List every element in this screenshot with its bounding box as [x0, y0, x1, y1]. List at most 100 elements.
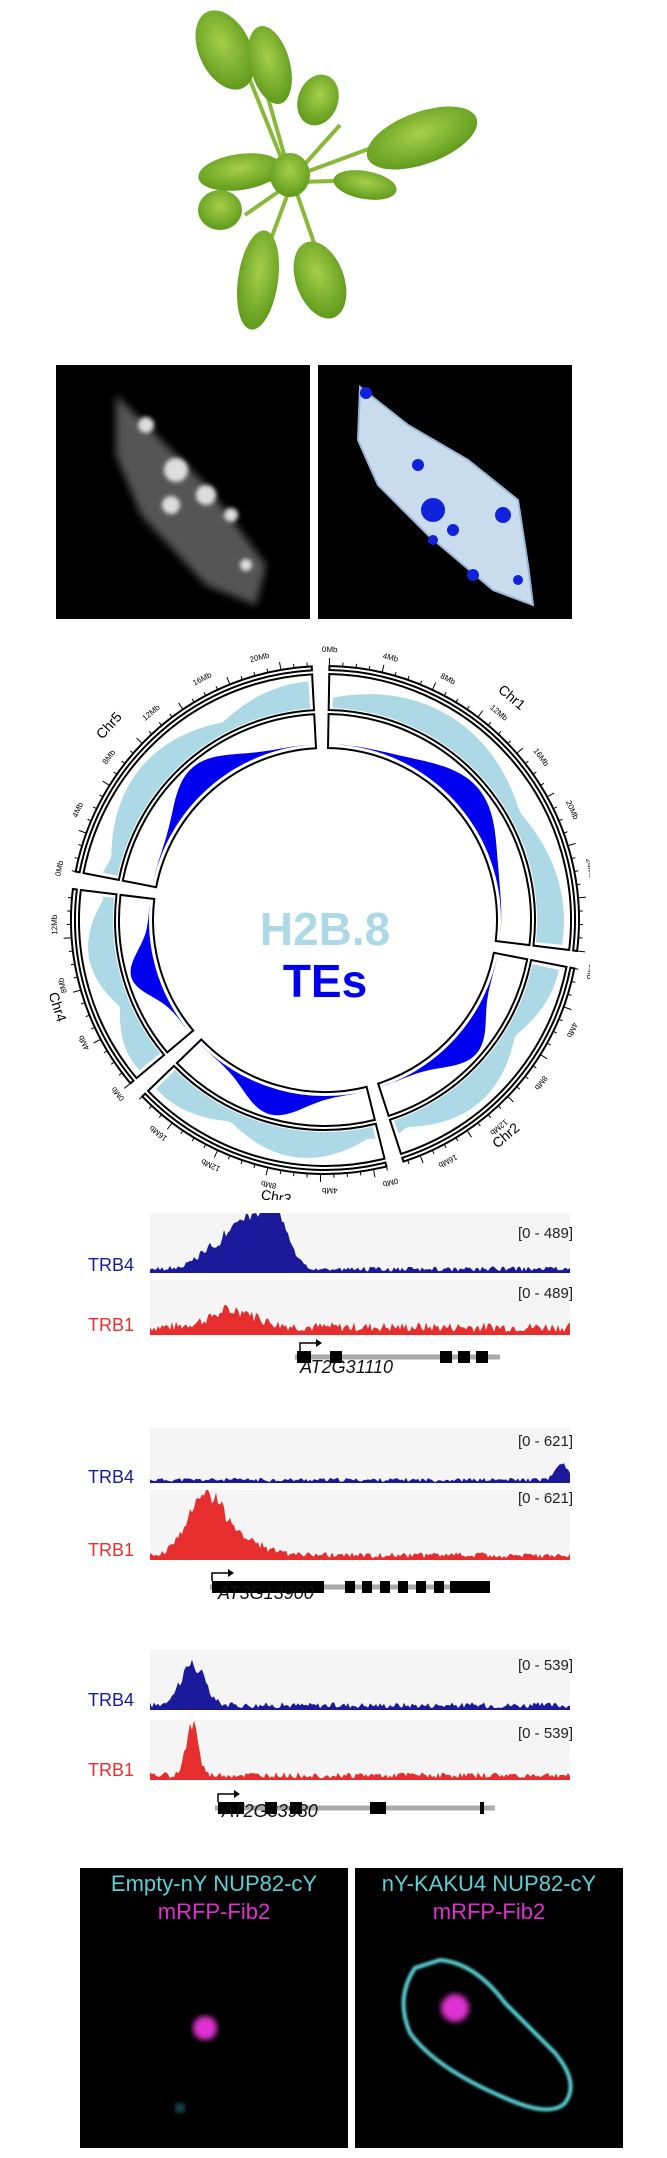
scale-tick [419, 680, 423, 685]
bifc-right-signal [401, 1957, 573, 2112]
scale-tick [279, 661, 282, 670]
tss-arrow [217, 1793, 234, 1802]
te-track-frame [376, 951, 529, 1118]
chromosome-ideogram [70, 887, 135, 1085]
scale-tick-label: 8Mb [532, 1074, 549, 1092]
gene-name-3: AT2G33980 [222, 1801, 318, 1821]
coverage-track [150, 1659, 570, 1710]
scale-tick [443, 1144, 447, 1149]
chromosome-ideogram [140, 1092, 388, 1175]
track-label-trb4-2: TRB4 [88, 1467, 135, 1487]
scale-tick [85, 1014, 90, 1018]
bifc-right-line2: mRFP-Fib2 [432, 1899, 546, 1924]
scale-tick [169, 713, 173, 718]
chromosome-ideogram [74, 665, 313, 874]
nucleus-segmentation-image [318, 365, 572, 619]
scale-tick [524, 1075, 529, 1080]
chromosome-label: Chr3 [260, 1186, 293, 1200]
scale-tick [253, 671, 256, 676]
scale-tick [577, 950, 586, 953]
te-signal [331, 744, 502, 939]
scale-tick-label: 0Mb [322, 645, 338, 654]
scale-tick [407, 675, 410, 681]
nucleus-grayscale-image [56, 365, 310, 619]
range-label-3a: [0 - 539] [518, 1657, 574, 1674]
scale-tick [136, 737, 143, 744]
track-background [150, 1720, 570, 1780]
scale-tick [443, 691, 447, 696]
scale-tick [546, 792, 555, 798]
scale-tick [240, 675, 243, 681]
scale-tick [576, 883, 581, 886]
bifc-left-signal [175, 2016, 217, 2113]
scale-tick-label: 0Mb [585, 963, 590, 981]
range-label-3b: [0 - 539] [518, 1725, 574, 1742]
scale-tick-label: 4Mb [71, 801, 86, 819]
scale-tick [71, 870, 76, 873]
scale-tick [574, 870, 579, 873]
scale-tick-label: 16Mb [531, 747, 551, 769]
scale-tick [180, 1130, 184, 1135]
gene-exon [362, 1581, 372, 1593]
bifc-left-line1: Empty-nY NUP82-cY [110, 1871, 318, 1896]
scale-tick [385, 1166, 388, 1171]
scale-tick [240, 1159, 243, 1165]
scale-tick [63, 937, 72, 939]
scale-tick [567, 842, 576, 847]
scale-tick [507, 740, 511, 744]
scale-tick-label: 12Mb [199, 1157, 221, 1174]
scale-tick-label: 12Mb [141, 703, 163, 723]
coverage-track [150, 1304, 570, 1335]
scale-tick [558, 818, 563, 822]
scale-tick [118, 1072, 123, 1076]
track-label-trb4-1: TRB4 [88, 1255, 135, 1275]
gene-exon [218, 1802, 244, 1814]
scale-tick [70, 963, 75, 966]
scale-tick [516, 747, 524, 754]
genome-browser: TRB4 TRB1 [0 - 489] [0 - 489] AT2G31110 … [0, 1205, 667, 1825]
scale-tick [92, 806, 97, 810]
bifc-kaku4-panel: nY-KAKU4 NUP82-cY mRFP-Fib2 [355, 1868, 623, 2148]
scale-tick [93, 1038, 101, 1044]
scale-tick [73, 976, 78, 979]
arabidopsis-rosette-image [195, 10, 478, 330]
scale-tick [80, 1002, 86, 1005]
range-label-2b: [0 - 621] [518, 1490, 574, 1507]
scale-tick [574, 967, 579, 970]
scale-tick [266, 668, 269, 673]
te-signal [130, 901, 189, 1031]
scale-tick [577, 896, 587, 899]
scale-tick [524, 760, 529, 765]
te-signal [152, 744, 313, 884]
track-background [150, 1650, 570, 1710]
scale-tick [507, 1096, 514, 1103]
scale-tick [90, 1026, 96, 1030]
scale-tick [113, 771, 118, 775]
scale-tick [102, 780, 110, 786]
gene-exon [212, 1581, 324, 1593]
scale-tick-label: 12Mb [50, 914, 59, 935]
scale-tick [99, 794, 104, 798]
scale-tick-label: 0Mb [54, 859, 66, 877]
scale-tick [553, 1030, 558, 1034]
gene-exon [370, 1802, 386, 1814]
scale-tick-label: 4Mb [382, 651, 400, 664]
h2b8-signal [102, 681, 311, 876]
scale-tick [381, 664, 385, 673]
bifc-right-line1: nY-KAKU4 NUP82-cY [381, 1871, 597, 1896]
bifc-empty-panel: Empty-nY NUP82-cY mRFP-Fib2 [80, 1868, 348, 2148]
chromosome-label: Chr5 [93, 709, 125, 742]
scale-tick-label: 16Mb [191, 670, 213, 687]
scale-tick [394, 671, 397, 676]
scale-tick [203, 1144, 207, 1149]
scale-tick [148, 730, 153, 735]
scale-tick [139, 1096, 143, 1100]
circos-plot: 0Mb4Mb8Mb12Mb16Mb20Mb24Mb28MbChr10Mb4Mb8… [50, 645, 590, 1200]
h2b8-signal [394, 964, 559, 1134]
scale-tick [253, 1164, 256, 1169]
gene-exon [458, 1351, 470, 1363]
scale-tick [497, 730, 502, 735]
tss-arrow [211, 1572, 228, 1581]
scale-tick [516, 1086, 521, 1090]
h2b8-signal [332, 694, 564, 945]
